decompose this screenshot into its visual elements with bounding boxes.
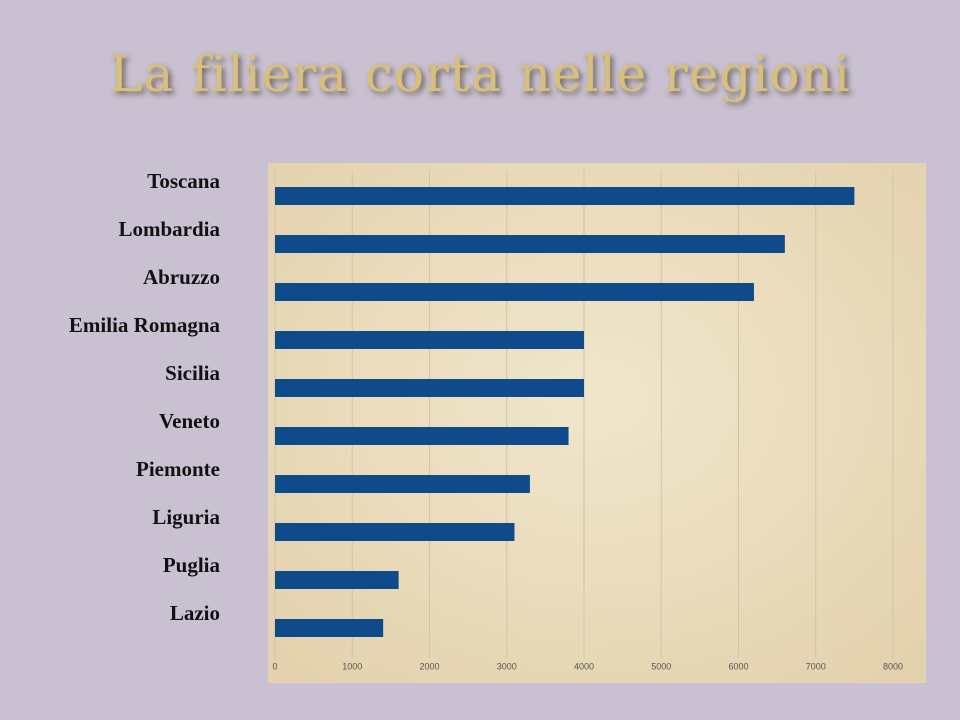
bar (275, 235, 785, 253)
y-tick-label: Emilia Romagna (69, 313, 221, 337)
bar (275, 379, 584, 397)
x-tick-label: 1000 (342, 661, 362, 671)
bar (275, 475, 530, 493)
y-tick-label: Liguria (152, 505, 220, 529)
bar (275, 283, 754, 301)
x-tick-label: 0 (272, 661, 277, 671)
y-tick-label: Piemonte (136, 457, 220, 481)
bar (275, 523, 515, 541)
y-tick-label: Toscana (147, 169, 220, 193)
x-tick-label: 8000 (883, 661, 903, 671)
x-tick-label: 6000 (728, 661, 748, 671)
x-tick-label: 7000 (806, 661, 826, 671)
y-tick-label: Veneto (159, 409, 220, 433)
x-tick-label: 4000 (574, 661, 594, 671)
y-tick-label: Sicilia (165, 361, 220, 385)
x-tick-label: 5000 (651, 661, 671, 671)
x-tick-label: 3000 (497, 661, 517, 671)
plot: 0 1000 2000 3000 4000 5000 6000 7000 8000 Toscana… (69, 169, 903, 672)
x-tick-label: 2000 (419, 661, 439, 671)
y-tick-label: Puglia (163, 553, 221, 577)
bar (275, 427, 569, 445)
bar (275, 331, 584, 349)
y-tick-label: Lombardia (118, 217, 220, 241)
bar (275, 619, 384, 637)
y-tick-label: Abruzzo (143, 265, 220, 289)
chart-title: La filiera corta nelle regioni (109, 45, 850, 103)
bar (275, 571, 399, 589)
bar (275, 187, 855, 205)
y-tick-label: Lazio (170, 601, 220, 625)
